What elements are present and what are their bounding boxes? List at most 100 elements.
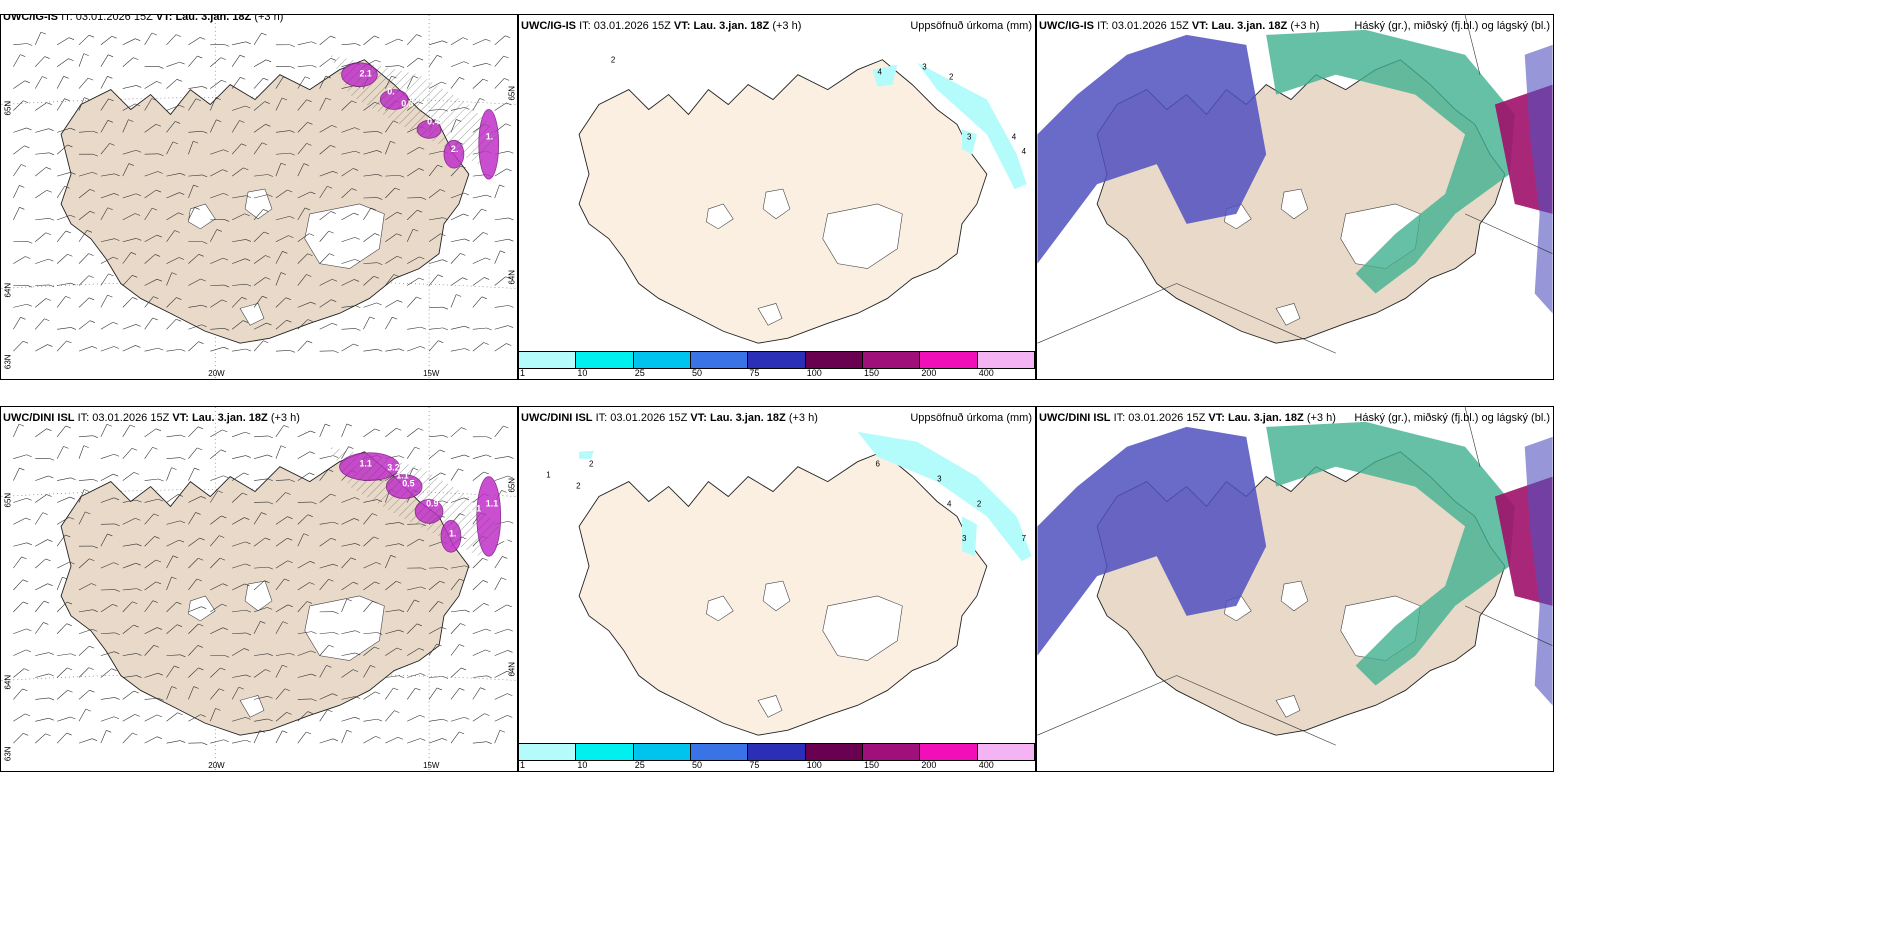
wind-barb — [122, 297, 138, 308]
wind-barb — [35, 167, 52, 177]
glacier — [757, 303, 783, 326]
wind-barb — [450, 213, 469, 221]
wind-barb — [100, 35, 117, 46]
wind-barb — [35, 717, 54, 722]
wind-barb — [210, 257, 229, 264]
wind-barb — [428, 40, 448, 46]
precip-legend: 1 10 25 50 75 100 150 200 400 — [519, 743, 1035, 771]
wind-barb — [494, 456, 514, 460]
wind-barb — [406, 296, 422, 308]
wind-barb — [385, 580, 402, 591]
wind-barb — [341, 279, 360, 286]
wind-barb — [231, 472, 249, 481]
wind-barb — [34, 31, 46, 45]
wind-barb — [231, 77, 246, 89]
wind-barb — [35, 298, 52, 308]
wind-barb — [78, 708, 91, 722]
legend-tick-label: 1 — [520, 760, 526, 770]
wind-barb — [341, 598, 352, 612]
contour-label: 2 — [949, 73, 954, 82]
wind-barb — [253, 607, 273, 613]
wind-barb — [319, 493, 336, 503]
legend-swatch — [977, 352, 1035, 368]
wind-barb — [275, 130, 295, 133]
wind-barb — [494, 217, 514, 221]
wind-barb — [78, 320, 96, 330]
wind-barb — [297, 631, 317, 635]
wind-barb — [13, 54, 26, 67]
wind-barb — [188, 130, 208, 134]
wind-barb — [232, 283, 252, 287]
wind-barb — [385, 609, 405, 613]
wind-barb — [494, 250, 506, 264]
wind-barb — [35, 558, 51, 569]
glacier — [1275, 695, 1301, 718]
longitude-label: 20W — [208, 369, 225, 378]
wind-barb — [144, 171, 163, 177]
wind-barb — [319, 145, 336, 155]
latitude-label: 65N — [3, 493, 12, 508]
wind-barb — [253, 231, 270, 242]
wind-barb — [385, 38, 404, 46]
precip-value-label: 1. — [449, 528, 456, 538]
precip-value-label: 1. — [486, 131, 493, 141]
wind-barb — [13, 240, 33, 244]
wind-barb — [210, 654, 230, 658]
wind-barb — [13, 668, 30, 678]
wind-barb — [210, 149, 229, 155]
wind-barb — [406, 599, 420, 613]
wind-barb — [319, 299, 337, 308]
wind-barb — [275, 578, 290, 591]
wind-barb — [100, 716, 120, 722]
legend-swatch — [920, 744, 978, 760]
wind-barb — [144, 446, 158, 459]
wind-barb — [472, 713, 490, 722]
wind-barb — [166, 121, 181, 133]
grid-line — [1037, 675, 1177, 736]
wind-barb — [319, 693, 338, 700]
wind-barb — [254, 435, 274, 439]
wind-barb — [144, 672, 163, 678]
contour-label: 3 — [937, 475, 942, 484]
wind-barb — [57, 477, 76, 481]
wind-barb — [188, 426, 204, 438]
wind-barb — [13, 628, 32, 635]
wind-barb — [253, 718, 273, 722]
wind-barb — [341, 518, 360, 525]
precip-value-label: 2.1 — [359, 69, 371, 79]
wind-barb — [56, 534, 71, 547]
wind-barb — [13, 256, 31, 264]
wind-barb — [450, 623, 466, 634]
wind-barb — [363, 513, 378, 525]
wind-barb — [406, 446, 421, 459]
wind-barb — [13, 100, 29, 111]
wind-barb — [253, 32, 267, 45]
wind-barb — [144, 697, 164, 701]
grid-line — [1037, 283, 1177, 344]
wind-barb — [275, 189, 293, 199]
wind-barb — [188, 324, 207, 330]
wind-barb — [450, 731, 465, 744]
wind-barb — [100, 533, 113, 547]
wind-barb — [429, 217, 448, 221]
wind-barb — [232, 609, 252, 613]
wind-barb — [297, 514, 313, 525]
grid-line — [1464, 15, 1481, 75]
legend-tick-label: 25 — [634, 760, 645, 770]
wind-barb — [78, 153, 98, 157]
wind-barb — [188, 304, 208, 308]
wind-barb — [428, 738, 448, 744]
wind-barb — [297, 673, 317, 678]
wind-barb — [78, 545, 98, 549]
wind-barb — [210, 627, 228, 635]
wind-barb — [275, 492, 291, 503]
wind-barb — [341, 150, 361, 155]
wind-barb — [188, 184, 199, 199]
wind-barb — [363, 718, 383, 722]
wind-barb — [253, 580, 270, 591]
wind-barb — [275, 216, 295, 221]
precip-value-label: 0. — [387, 87, 394, 97]
wind-barb — [472, 436, 492, 440]
